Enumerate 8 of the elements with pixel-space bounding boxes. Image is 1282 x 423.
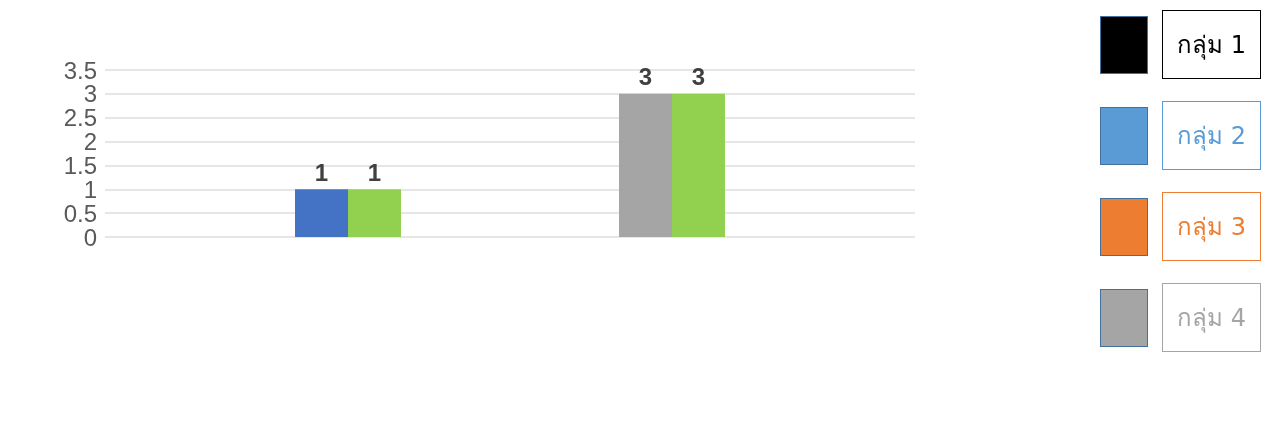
category-label: กลุ่ม 2	[1162, 101, 1261, 170]
category-label: กลุ่ม 4	[1162, 283, 1261, 352]
data-label: 3	[638, 63, 653, 91]
data-label: 1	[367, 158, 382, 186]
category-label: กลุ่ม 3	[1162, 192, 1261, 261]
category-label: กลุ่ม 1	[1162, 10, 1261, 79]
data-label: 3	[691, 63, 706, 91]
data-label: 1	[314, 158, 329, 186]
